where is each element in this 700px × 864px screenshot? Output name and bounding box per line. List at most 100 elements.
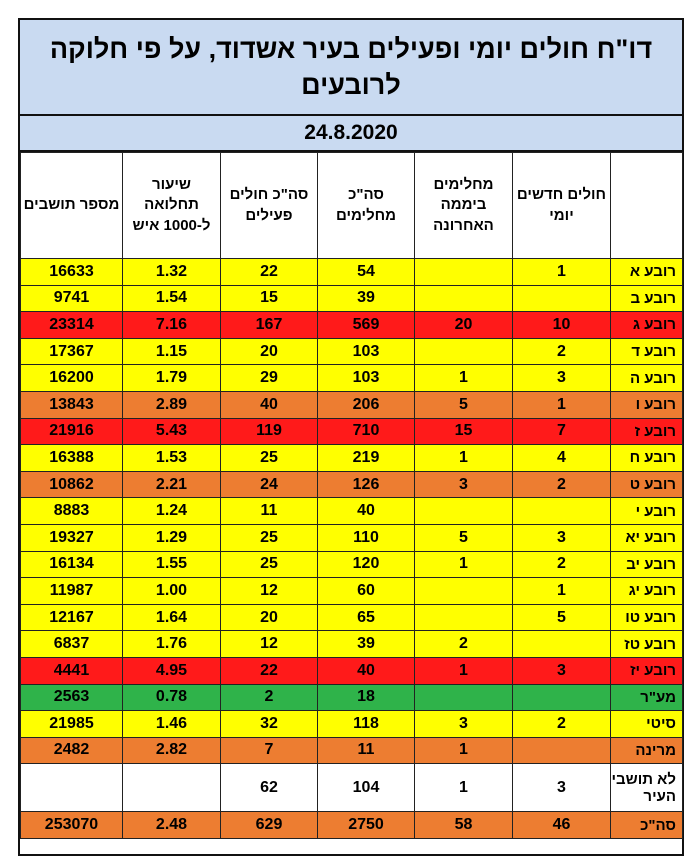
table-cell: 58 bbox=[414, 811, 513, 839]
table-cell: 4441 bbox=[20, 656, 123, 685]
neighborhood-table: חולים חדשים יומי מחלימים ביממה האחרונה ס… bbox=[20, 152, 683, 839]
table-cell: 20 bbox=[220, 337, 318, 366]
table-cell: 219 bbox=[317, 444, 415, 472]
table-cell: 7 bbox=[512, 417, 611, 446]
table-cell: 1 bbox=[512, 577, 611, 605]
row-label: רובע ה bbox=[610, 364, 683, 392]
table-cell: 1 bbox=[414, 444, 513, 472]
table-row: רובע י 40 11 1.24 8883 bbox=[20, 497, 683, 525]
header-row: חולים חדשים יומי מחלימים ביממה האחרונה ס… bbox=[20, 152, 683, 259]
table-cell: 40 bbox=[317, 497, 415, 525]
table-cell: 2 bbox=[512, 337, 611, 366]
table-cell: 15 bbox=[220, 284, 318, 313]
table-row: רובע ט 2 3 126 24 2.21 10862 bbox=[20, 470, 683, 499]
table-cell: 126 bbox=[317, 470, 415, 499]
table-cell: 40 bbox=[317, 656, 415, 685]
table-row: רובע יא 3 5 110 25 1.29 19327 bbox=[20, 523, 683, 552]
table-cell: 2 bbox=[512, 550, 611, 579]
table-cell: 12 bbox=[220, 630, 318, 658]
table-cell bbox=[512, 284, 611, 313]
header-cell: מחלימים ביממה האחרונה bbox=[414, 152, 513, 259]
table-cell: 1.32 bbox=[122, 258, 221, 286]
report-frame: דו"ח חולים יומי ופעילים בעיר אשדוד, על פ… bbox=[18, 18, 684, 856]
table-cell: 11987 bbox=[20, 577, 123, 605]
table-row: רובע יג 1 60 12 1.00 11987 bbox=[20, 577, 683, 605]
header-cell: סה"כ חולים פעילים bbox=[220, 152, 318, 259]
table-cell: 2.48 bbox=[122, 811, 221, 839]
table-row: מרינה 1 11 7 2.82 2482 bbox=[20, 736, 683, 765]
table-cell: 1 bbox=[414, 550, 513, 579]
table-cell: 2.82 bbox=[122, 736, 221, 765]
table-cell: 1.29 bbox=[122, 523, 221, 552]
table-cell: 1.53 bbox=[122, 444, 221, 472]
table-cell: 23314 bbox=[20, 311, 123, 339]
table-cell: 21985 bbox=[20, 710, 123, 738]
table-cell: 3 bbox=[512, 763, 611, 813]
table-cell: 12167 bbox=[20, 603, 123, 632]
table-cell: 2.21 bbox=[122, 470, 221, 499]
table-cell: 39 bbox=[317, 630, 415, 658]
table-row: רובע ח 4 1 219 25 1.53 16388 bbox=[20, 444, 683, 472]
table-cell: 1.24 bbox=[122, 497, 221, 525]
row-label: רובע יא bbox=[610, 523, 683, 552]
table-cell: 5 bbox=[414, 523, 513, 552]
table-cell: 1 bbox=[414, 763, 513, 813]
table-cell bbox=[414, 258, 513, 286]
table-cell: 5.43 bbox=[122, 417, 221, 446]
table-cell: 2 bbox=[414, 630, 513, 658]
table-row: רובע יז 3 1 40 22 4.95 4441 bbox=[20, 656, 683, 685]
table-cell: 16633 bbox=[20, 258, 123, 286]
table-cell: 25 bbox=[220, 444, 318, 472]
row-label: רובע א bbox=[610, 258, 683, 286]
table-cell bbox=[512, 630, 611, 658]
table-cell: 12 bbox=[220, 577, 318, 605]
table-cell bbox=[512, 683, 611, 712]
table-row: רובע ג 10 20 569 167 7.16 23314 bbox=[20, 311, 683, 339]
table-row: רובע ו 1 5 206 40 2.89 13843 bbox=[20, 390, 683, 419]
table-cell: 1 bbox=[512, 390, 611, 419]
table-cell: 13843 bbox=[20, 390, 123, 419]
table-cell: 22 bbox=[220, 258, 318, 286]
table-cell: 1 bbox=[414, 736, 513, 765]
table-cell bbox=[414, 284, 513, 313]
table-cell: 60 bbox=[317, 577, 415, 605]
table-cell: 22 bbox=[220, 656, 318, 685]
table-cell: 6837 bbox=[20, 630, 123, 658]
header-cell: חולים חדשים יומי bbox=[512, 152, 611, 259]
row-label: רובע י bbox=[610, 497, 683, 525]
row-label: רובע ו bbox=[610, 390, 683, 419]
table-row: רובע יב 2 1 120 25 1.55 16134 bbox=[20, 550, 683, 579]
table-cell: 167 bbox=[220, 311, 318, 339]
table-cell: 118 bbox=[317, 710, 415, 738]
table-row: רובע ז 7 15 710 119 5.43 21916 bbox=[20, 417, 683, 446]
table-cell: 46 bbox=[512, 811, 611, 839]
table-cell: 21916 bbox=[20, 417, 123, 446]
table-cell: 25 bbox=[220, 523, 318, 552]
table-cell: 103 bbox=[317, 364, 415, 392]
table-cell: 1.76 bbox=[122, 630, 221, 658]
table-cell: 3 bbox=[414, 710, 513, 738]
table-cell: 253070 bbox=[20, 811, 123, 839]
table-cell: 0.78 bbox=[122, 683, 221, 712]
table-cell: 10862 bbox=[20, 470, 123, 499]
row-label: סיטי bbox=[610, 710, 683, 738]
table-cell: 110 bbox=[317, 523, 415, 552]
table-cell: 120 bbox=[317, 550, 415, 579]
header-cell: שיעור תחלואה ל-1000 איש bbox=[122, 152, 221, 259]
table-cell: 1 bbox=[414, 364, 513, 392]
table-cell: 25 bbox=[220, 550, 318, 579]
table-cell: 19327 bbox=[20, 523, 123, 552]
table-cell: 29 bbox=[220, 364, 318, 392]
header-cell: סה"כ מחלימים bbox=[317, 152, 415, 259]
table-cell: 5 bbox=[414, 390, 513, 419]
table-cell: 1.00 bbox=[122, 577, 221, 605]
table-cell bbox=[414, 337, 513, 366]
row-label: רובע ד bbox=[610, 337, 683, 366]
table-cell: 2482 bbox=[20, 736, 123, 765]
table-cell: 4.95 bbox=[122, 656, 221, 685]
table-cell: 17367 bbox=[20, 337, 123, 366]
table-row: לא תושבי העיר 3 1 104 62 bbox=[20, 763, 683, 813]
table-cell: 710 bbox=[317, 417, 415, 446]
table-cell: 7 bbox=[220, 736, 318, 765]
table-cell: 2 bbox=[512, 710, 611, 738]
